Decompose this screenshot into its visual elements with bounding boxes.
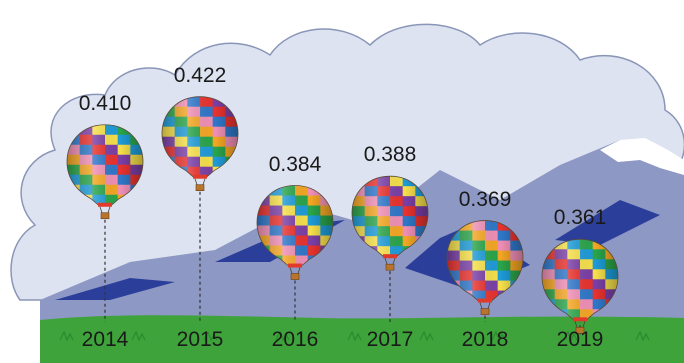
grass-icon [40,315,684,363]
data-label: 0.410 [78,91,132,115]
x-tick-label: 2019 [556,328,604,351]
x-tick-label: 2018 [461,328,509,351]
grass-tuft [131,330,146,342]
data-label: 0.388 [363,143,417,167]
grass-tuft [419,330,434,342]
data-label: 0.361 [553,206,607,230]
data-label: 0.384 [268,152,322,176]
x-tick-label: 2015 [176,328,224,351]
x-tick-label: 2014 [81,328,129,351]
grass-tuft [491,330,506,342]
grass-tuft [203,330,218,342]
data-label: 0.369 [458,187,512,211]
grass-tuft [347,330,362,342]
grass-tuft [635,330,650,342]
grass-tuft [275,330,290,342]
x-tick-label: 2016 [271,328,319,351]
grass-tuft [59,330,74,342]
grass-tuft [563,330,578,342]
data-label: 0.422 [173,63,227,87]
x-tick-label: 2017 [366,328,414,351]
